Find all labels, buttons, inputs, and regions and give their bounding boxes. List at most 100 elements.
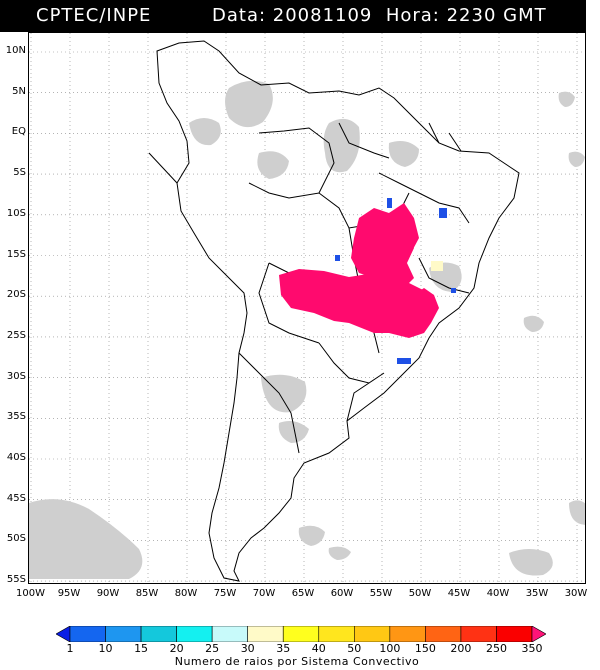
color-bar-label: 35 bbox=[276, 642, 291, 655]
longitude-label: 35W bbox=[525, 588, 549, 599]
color-bar-label: 1 bbox=[66, 642, 74, 655]
main-convective-systems bbox=[279, 203, 439, 338]
latitude-label: 10S bbox=[6, 207, 26, 219]
longitude-label: 75W bbox=[213, 588, 237, 599]
cloud-patch bbox=[261, 374, 307, 413]
longitude-label: 40W bbox=[486, 588, 510, 599]
color-bar-label: 30 bbox=[240, 642, 255, 655]
latitude-label: 5N bbox=[12, 85, 26, 97]
color-bar-segment bbox=[389, 626, 426, 642]
cloud-patch bbox=[189, 118, 221, 146]
latitude-label: 55S bbox=[6, 574, 26, 586]
border-line bbox=[258, 127, 335, 194]
cloud-patch bbox=[523, 315, 544, 332]
color-bar-label: 20 bbox=[169, 642, 184, 655]
color-bar-segment bbox=[247, 626, 284, 642]
color-bar-label: 100 bbox=[379, 642, 401, 655]
cloud-patch bbox=[558, 91, 575, 107]
color-bar-segment bbox=[425, 626, 462, 642]
cloud-patch bbox=[257, 151, 289, 179]
cloud-patch bbox=[569, 500, 585, 525]
cloud-patch bbox=[29, 499, 143, 579]
color-bar-label: 40 bbox=[311, 642, 326, 655]
longitude-label: 60W bbox=[330, 588, 354, 599]
color-bar-segment bbox=[69, 626, 106, 642]
light-convective-systems bbox=[431, 261, 443, 271]
header-title: CPTEC/INPE bbox=[36, 5, 152, 26]
color-bar-segment bbox=[354, 626, 391, 642]
color-bar-segment bbox=[211, 626, 248, 642]
latitude-label: EQ bbox=[11, 126, 26, 138]
system-se-lobe bbox=[409, 288, 434, 333]
color-bar-label: 50 bbox=[347, 642, 362, 655]
longitude-label: 30W bbox=[564, 588, 588, 599]
latitude-label: 15S bbox=[6, 248, 26, 260]
border-line bbox=[318, 342, 385, 384]
longitude-label: 90W bbox=[96, 588, 120, 599]
header-bar: CPTEC/INPE Data: 20081109 Hora: 2230 GMT bbox=[0, 0, 586, 32]
border-line bbox=[428, 122, 440, 144]
longitude-label: 55W bbox=[369, 588, 393, 599]
latitude-label: 35S bbox=[6, 411, 26, 423]
border-line bbox=[418, 257, 470, 294]
color-bar-segment bbox=[318, 626, 355, 642]
color-bar-segment bbox=[140, 626, 177, 642]
border-line bbox=[346, 382, 370, 422]
small-system bbox=[387, 198, 392, 208]
small-system bbox=[439, 208, 447, 218]
color-bar-label: 350 bbox=[521, 642, 543, 655]
cloud-patch bbox=[298, 525, 325, 546]
border-line bbox=[258, 262, 320, 344]
system-central-band bbox=[279, 269, 439, 338]
color-bar-label: 250 bbox=[485, 642, 507, 655]
color-bar-segment bbox=[282, 626, 320, 642]
south-america-coast bbox=[156, 40, 520, 582]
border-line bbox=[238, 352, 300, 454]
small-system bbox=[431, 261, 443, 271]
color-bar-label: 150 bbox=[414, 642, 436, 655]
color-bar-label: 15 bbox=[134, 642, 149, 655]
latitude-label: 45S bbox=[6, 492, 26, 504]
map-canvas bbox=[29, 33, 585, 583]
border-line bbox=[148, 152, 178, 184]
latitude-label: 40S bbox=[6, 452, 26, 463]
cloud-patch bbox=[278, 421, 309, 443]
latitude-label: 25S bbox=[6, 329, 26, 341]
longitude-label: 85W bbox=[135, 588, 159, 599]
border-line bbox=[338, 122, 390, 159]
header-datetime: Data: 20081109 Hora: 2230 GMT bbox=[212, 5, 547, 26]
color-bar-label: 10 bbox=[98, 642, 113, 655]
longitude-label: 70W bbox=[252, 588, 276, 599]
color-bar-label: 25 bbox=[205, 642, 220, 655]
small-convective-systems bbox=[335, 198, 456, 364]
cloud-patch bbox=[388, 141, 419, 167]
color-bar-caption: Numero de raios por Sistema Convectivo bbox=[174, 655, 420, 668]
color-bar-segment bbox=[496, 626, 533, 642]
map-frame bbox=[28, 32, 586, 584]
small-system bbox=[397, 358, 411, 364]
color-bar bbox=[56, 626, 546, 642]
cloud-patch bbox=[568, 151, 585, 167]
small-system bbox=[451, 288, 456, 293]
longitude-label: 95W bbox=[57, 588, 81, 599]
longitude-label: 45W bbox=[447, 588, 471, 599]
system-ne-lobe bbox=[389, 203, 419, 253]
color-bar-segment bbox=[460, 626, 497, 642]
latitude-label: 30S bbox=[6, 370, 26, 382]
small-system bbox=[335, 255, 340, 261]
cloud-cover bbox=[29, 80, 585, 579]
longitude-label: 80W bbox=[174, 588, 198, 599]
longitude-label: 65W bbox=[291, 588, 315, 599]
cloud-patch bbox=[225, 80, 273, 128]
color-bar-label: 200 bbox=[450, 642, 472, 655]
color-bar-segment bbox=[531, 626, 546, 642]
latitude-label: 10N bbox=[5, 45, 26, 56]
border-line bbox=[378, 172, 470, 224]
latitude-label: 20S bbox=[6, 289, 26, 301]
border-line bbox=[448, 132, 462, 152]
latitude-label: 50S bbox=[6, 533, 26, 545]
cloud-patch bbox=[509, 549, 553, 576]
longitude-label: 50W bbox=[408, 588, 432, 599]
color-bar-segment bbox=[105, 626, 142, 642]
latitude-label: 5S bbox=[13, 167, 26, 179]
